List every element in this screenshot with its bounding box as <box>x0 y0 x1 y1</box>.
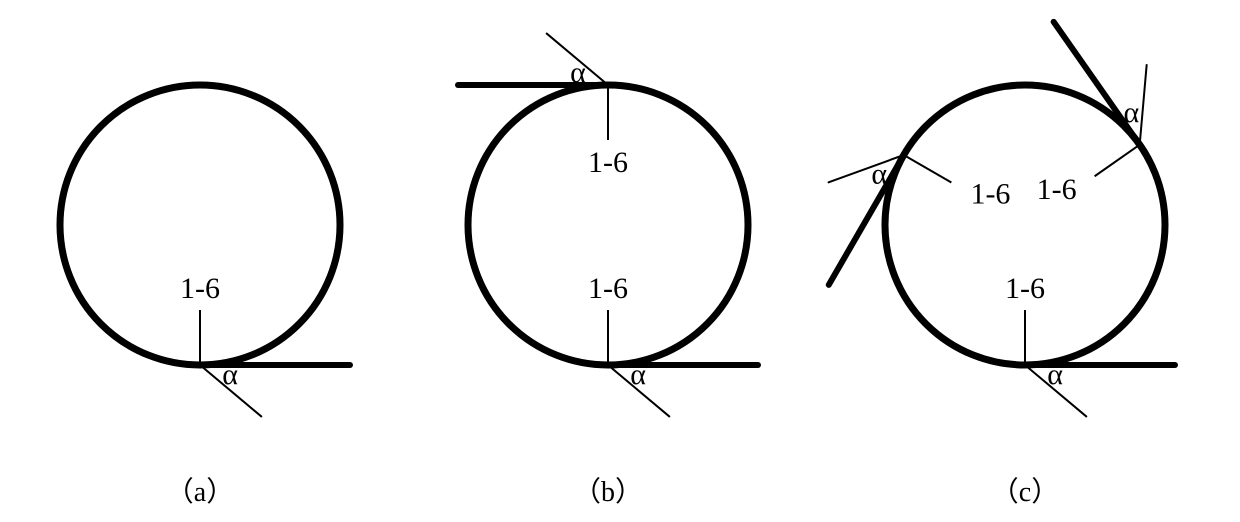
leader-line <box>1095 145 1140 177</box>
alpha-label: α <box>1047 358 1063 391</box>
point-label: 1-6 <box>1037 173 1077 206</box>
caption-b: （b） <box>568 470 648 510</box>
point-label: 1-6 <box>970 178 1010 211</box>
point-label: 1-6 <box>588 146 628 179</box>
alpha-label: α <box>222 358 238 391</box>
point-label: 1-6 <box>1005 272 1045 305</box>
point-label: 1-6 <box>180 272 220 305</box>
panel-a: α 1-6 <box>60 85 350 416</box>
alpha-label: α <box>570 56 586 89</box>
point-label: 1-6 <box>588 272 628 305</box>
alpha-label: α <box>871 158 887 191</box>
alpha-label: α <box>1124 96 1140 129</box>
angle-thin-line <box>1140 65 1147 145</box>
panel-c: α 1-6 α 1-6 α 1-6 <box>829 22 1175 417</box>
diagram-page: α 1-6 α 1-6 α 1-6 α 1-6 α 1-6 α 1-6 （a） （b） （c） <box>0 0 1240 522</box>
caption-c: （c） <box>985 470 1065 510</box>
panel-b: α 1-6 α 1-6 <box>458 34 758 417</box>
diagram-svg: α 1-6 α 1-6 α 1-6 α 1-6 α 1-6 α 1-6 <box>0 0 1240 522</box>
leader-line <box>904 155 952 183</box>
caption-a: （a） <box>160 470 240 510</box>
alpha-label: α <box>630 358 646 391</box>
